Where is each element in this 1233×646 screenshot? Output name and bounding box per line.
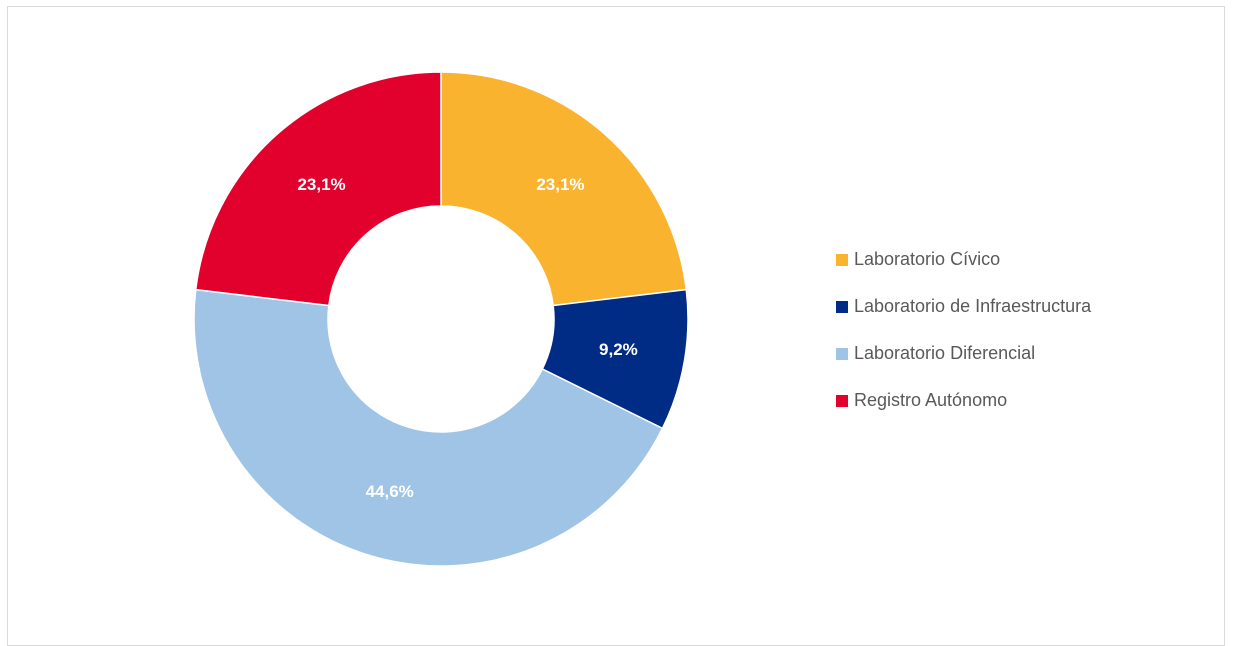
slice-value-label: 23,1% xyxy=(536,175,584,194)
legend-label: Laboratorio de Infraestructura xyxy=(854,296,1092,316)
legend-swatch xyxy=(836,347,848,360)
legend-item: Laboratorio de Infraestructura xyxy=(836,292,1091,321)
legend-label: Registro Autónomo xyxy=(854,390,1008,410)
legend-label: Laboratorio Diferencial xyxy=(854,343,1036,363)
donut-slice xyxy=(440,71,688,307)
slice-value-label: 23,1% xyxy=(297,175,345,194)
legend-item: Laboratorio Diferencial xyxy=(836,339,1091,368)
legend-swatch xyxy=(836,394,848,407)
donut-chart: 23,1% 9,2% 44,6% 23,1% xyxy=(193,71,689,567)
donut-slice xyxy=(193,288,664,567)
legend-swatch xyxy=(836,253,848,266)
legend-swatch xyxy=(836,300,848,313)
donut-slice xyxy=(194,71,442,307)
legend-item: Laboratorio Cívico xyxy=(836,245,1091,274)
legend-label: Laboratorio Cívico xyxy=(854,249,1001,269)
slice-value-label: 9,2% xyxy=(599,340,638,359)
slice-value-label: 44,6% xyxy=(366,482,414,501)
chart-legend: Laboratorio Cívico Laboratorio de Infraes… xyxy=(836,245,1091,433)
legend-item: Registro Autónomo xyxy=(836,386,1091,415)
